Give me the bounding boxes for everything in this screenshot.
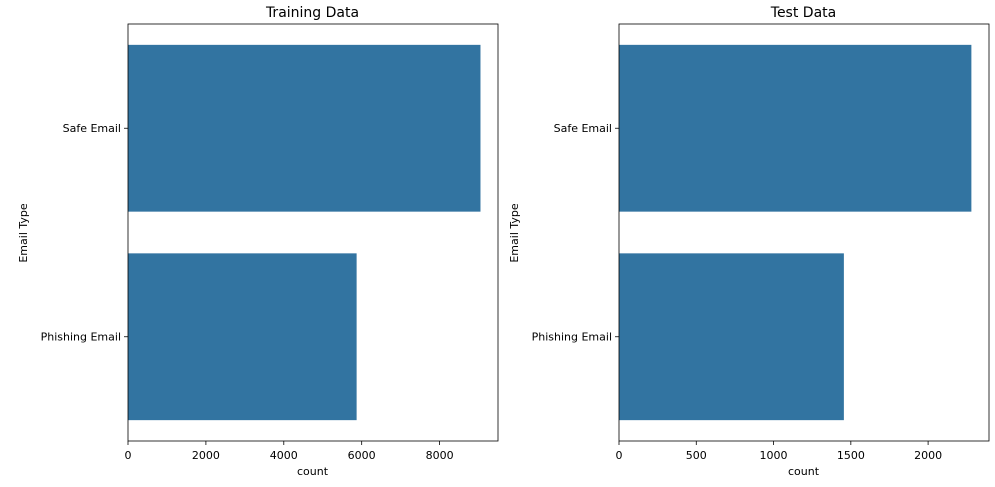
test-x-tick-label: 0 xyxy=(616,449,623,462)
test-bar-phishing-email xyxy=(619,253,844,421)
test-plot-frame xyxy=(618,23,990,442)
training-x-axis-label: count xyxy=(297,465,329,478)
test-x-tick-label: 1500 xyxy=(837,449,865,462)
training-x-tick-label: 4000 xyxy=(270,449,298,462)
test-x-axis-label: count xyxy=(788,465,820,478)
training-plot-frame xyxy=(127,23,499,442)
training-x-tick-label: 6000 xyxy=(348,449,376,462)
test-y-tick-label: Safe Email xyxy=(554,122,612,135)
test-chart-title: Test Data xyxy=(770,5,836,21)
test-y-tick-label: Phishing Email xyxy=(532,330,612,343)
test-y-axis-label: Email Type xyxy=(508,203,521,263)
training-y-axis-label: Email Type xyxy=(17,203,30,263)
test-x-tick-label: 2000 xyxy=(914,449,942,462)
test-x-tick-label: 1000 xyxy=(760,449,788,462)
test-bar-safe-email xyxy=(619,44,972,212)
training-x-tick-label: 8000 xyxy=(426,449,454,462)
training-bar-phishing-email xyxy=(128,253,357,421)
training-y-tick-label: Safe Email xyxy=(63,122,121,135)
training-x-tick-label: 0 xyxy=(125,449,132,462)
training-data-panel: Training Data count Email Type Safe Emai… xyxy=(17,5,499,478)
training-x-tick-label: 2000 xyxy=(192,449,220,462)
training-y-tick-label: Phishing Email xyxy=(41,330,121,343)
training-chart-title: Training Data xyxy=(265,5,359,21)
test-data-panel: Test Data count Email Type Safe Email Phi… xyxy=(508,5,990,478)
training-bar-safe-email xyxy=(128,44,481,212)
test-x-tick-label: 500 xyxy=(686,449,707,462)
